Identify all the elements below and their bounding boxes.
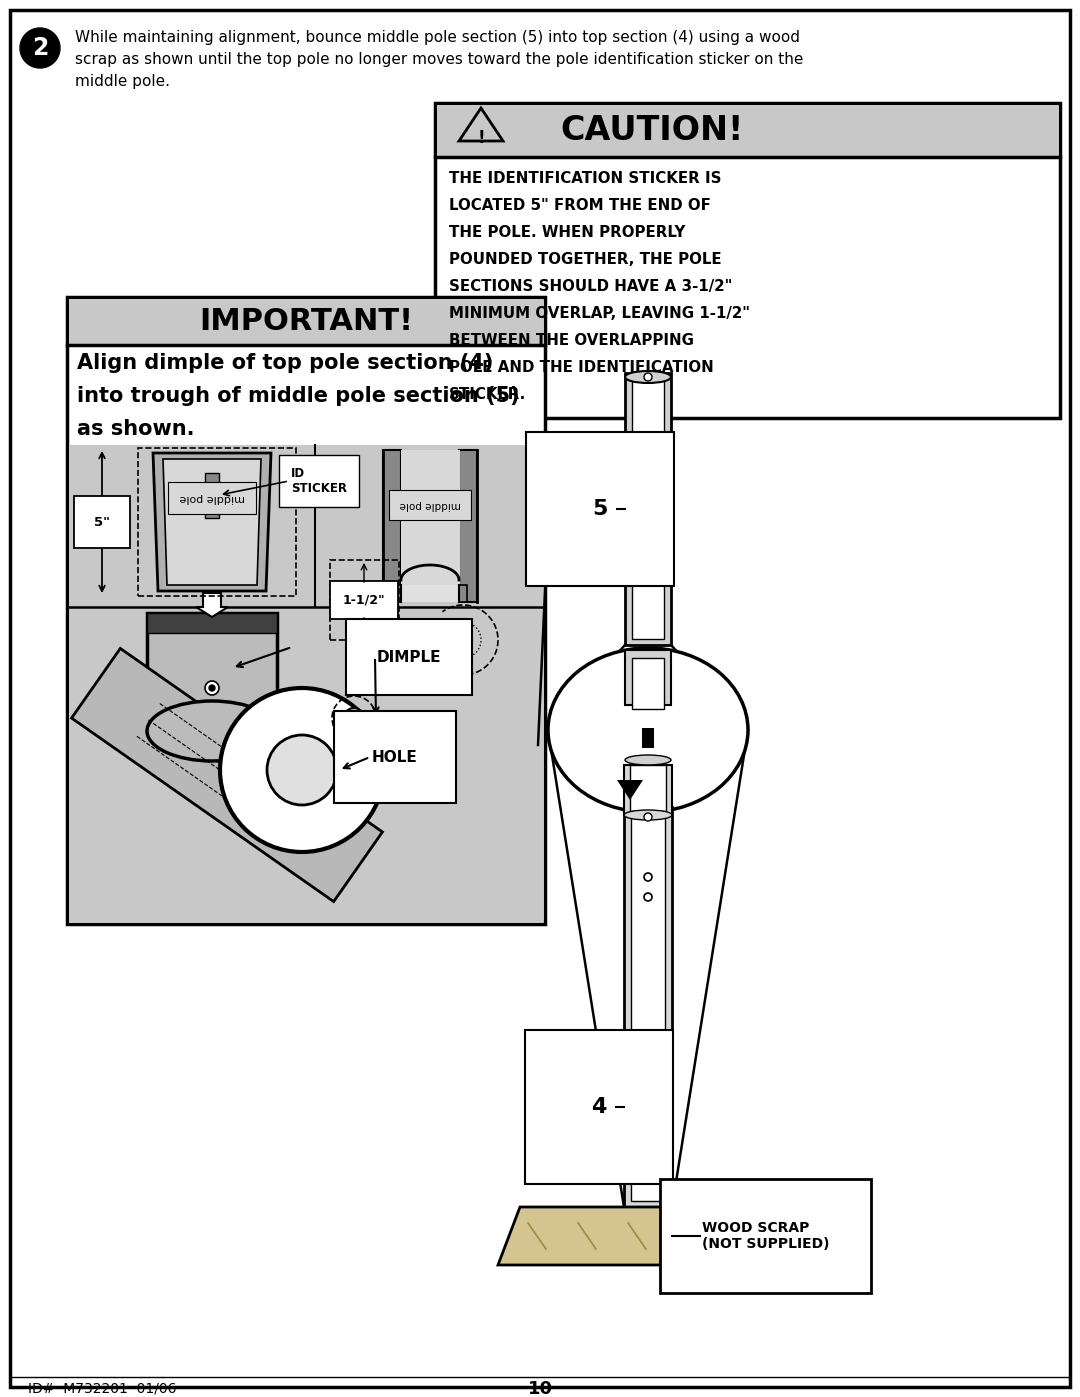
Bar (625, 650, 671, 705)
Text: 1-1/2": 1-1/2" (342, 594, 386, 606)
Bar (69, 446, 315, 608)
Polygon shape (153, 453, 271, 591)
Text: BETWEEN THE OVERLAPPING: BETWEEN THE OVERLAPPING (449, 332, 694, 348)
Text: as shown.: as shown. (77, 419, 194, 439)
Bar (67, 298, 545, 923)
Circle shape (350, 714, 357, 722)
Text: IMPORTANT!: IMPORTANT! (199, 306, 413, 335)
Text: 4: 4 (592, 1097, 607, 1118)
Text: Align dimple of top pole section (4): Align dimple of top pole section (4) (77, 353, 494, 373)
Text: POLE AND THE IDENTIFICATION: POLE AND THE IDENTIFICATION (449, 360, 714, 374)
Circle shape (664, 1158, 672, 1166)
Bar (642, 728, 654, 747)
Bar (383, 450, 401, 602)
Circle shape (644, 893, 652, 901)
Bar (401, 450, 460, 602)
Bar (632, 379, 664, 638)
Polygon shape (459, 108, 503, 141)
Bar (459, 585, 467, 602)
Circle shape (644, 813, 652, 821)
Text: ID#  M732201  01/06: ID# M732201 01/06 (28, 1382, 176, 1396)
Bar (147, 613, 276, 731)
Bar (632, 658, 664, 710)
Text: THE POLE. WHEN PROPERLY: THE POLE. WHEN PROPERLY (449, 225, 686, 240)
Circle shape (455, 631, 471, 648)
Text: While maintaining alignment, bounce middle pole section (5) into top section (4): While maintaining alignment, bounce midd… (75, 29, 800, 45)
Ellipse shape (625, 754, 671, 766)
Bar (69, 299, 543, 345)
Bar (437, 105, 1058, 156)
Bar (624, 766, 672, 814)
Text: THE IDENTIFICATION STICKER IS: THE IDENTIFICATION STICKER IS (449, 170, 721, 186)
Bar (624, 807, 672, 1207)
Bar (205, 474, 219, 518)
Bar (69, 608, 543, 923)
Ellipse shape (625, 372, 671, 383)
Circle shape (345, 708, 364, 728)
Bar (401, 585, 460, 602)
Circle shape (460, 637, 465, 643)
Circle shape (220, 687, 384, 852)
Text: POUNDED TOGETHER, THE POLE: POUNDED TOGETHER, THE POLE (449, 251, 721, 267)
Bar (138, 448, 296, 597)
Bar (625, 373, 671, 645)
Bar (147, 613, 276, 633)
Bar (435, 103, 1059, 418)
Text: SECTIONS SHOULD HAVE A 3-1/2": SECTIONS SHOULD HAVE A 3-1/2" (449, 279, 732, 293)
Text: ID
STICKER: ID STICKER (291, 467, 347, 495)
FancyArrow shape (195, 592, 228, 617)
Text: middle pole: middle pole (179, 493, 245, 503)
Circle shape (644, 373, 652, 381)
Polygon shape (71, 648, 382, 901)
Circle shape (664, 1133, 672, 1141)
Text: middle pole.: middle pole. (75, 74, 170, 89)
FancyArrow shape (617, 747, 643, 800)
Bar (330, 560, 399, 640)
Ellipse shape (624, 810, 672, 820)
Ellipse shape (548, 648, 748, 812)
Text: CAUTION!: CAUTION! (561, 113, 743, 147)
Circle shape (267, 735, 337, 805)
Bar (631, 813, 665, 1201)
Text: into trough of middle pole section (5): into trough of middle pole section (5) (77, 386, 519, 407)
Bar (316, 446, 543, 608)
Text: 5: 5 (592, 499, 608, 520)
Circle shape (205, 680, 219, 694)
Text: WOOD SCRAP
(NOT SUPPLIED): WOOD SCRAP (NOT SUPPLIED) (702, 1221, 829, 1252)
Ellipse shape (147, 701, 276, 761)
Text: scrap as shown until the top pole no longer moves toward the pole identification: scrap as shown until the top pole no lon… (75, 52, 804, 67)
Text: middle pole: middle pole (400, 500, 461, 510)
Bar (630, 766, 666, 812)
Circle shape (21, 28, 60, 68)
Text: STICKER.: STICKER. (449, 387, 526, 402)
Text: HOLE: HOLE (372, 750, 418, 764)
Circle shape (210, 685, 215, 692)
Text: 10: 10 (527, 1380, 553, 1397)
Bar (459, 450, 477, 602)
Text: !: ! (477, 129, 485, 147)
Text: 2: 2 (31, 36, 49, 60)
Text: LOCATED 5" FROM THE END OF: LOCATED 5" FROM THE END OF (449, 198, 711, 212)
Bar (632, 443, 664, 474)
Circle shape (644, 873, 652, 882)
Bar (393, 585, 401, 602)
Text: DIMPLE: DIMPLE (377, 650, 442, 665)
Polygon shape (498, 1207, 798, 1266)
Polygon shape (163, 460, 261, 585)
Text: 5": 5" (94, 515, 110, 528)
Text: MINIMUM OVERLAP, LEAVING 1-1/2": MINIMUM OVERLAP, LEAVING 1-1/2" (449, 306, 750, 321)
